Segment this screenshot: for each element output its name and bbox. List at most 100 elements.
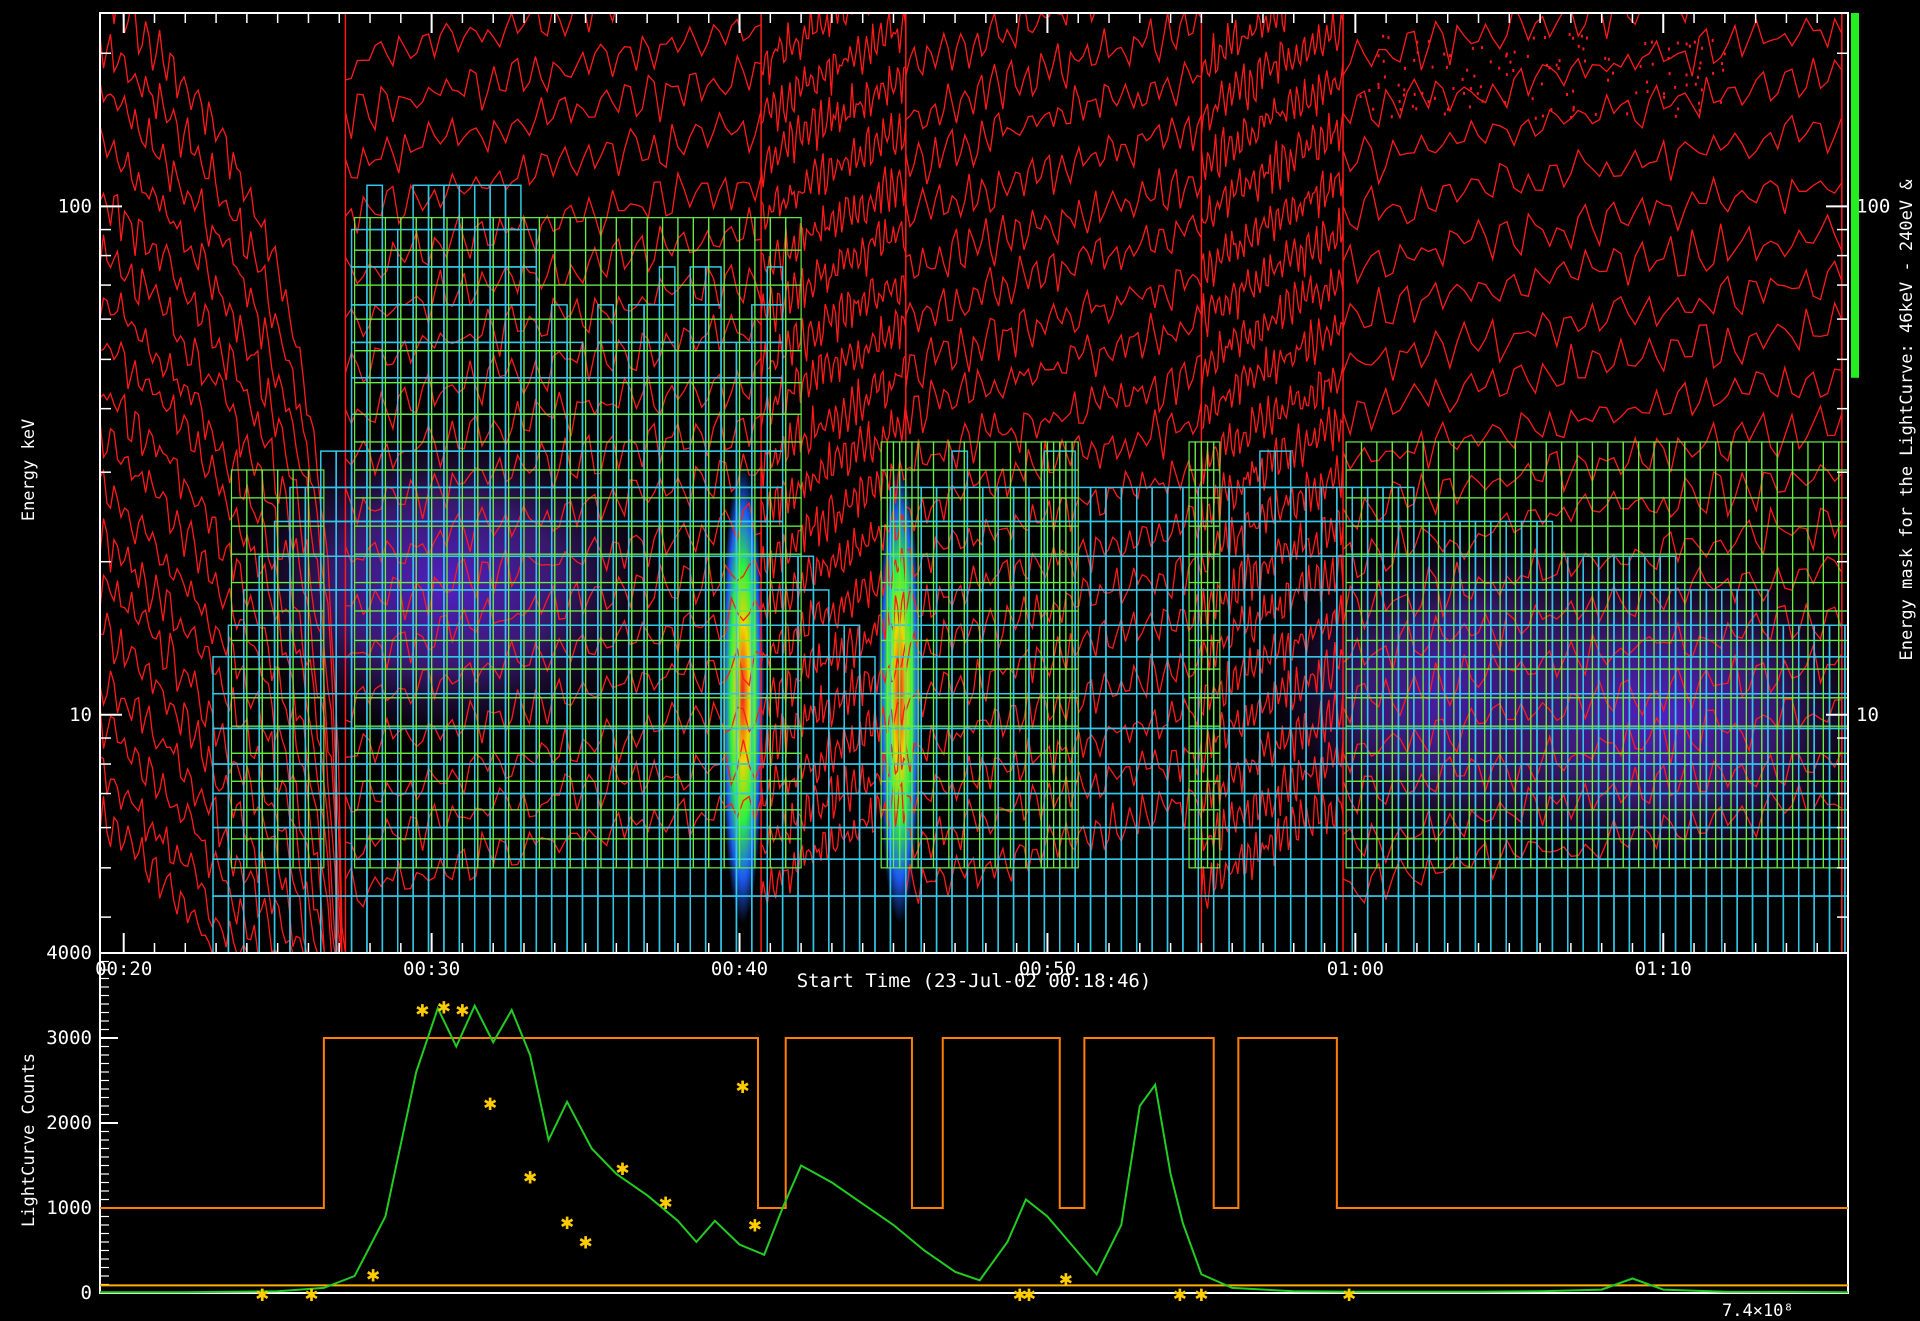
noise-speck bbox=[1688, 44, 1691, 48]
cyan-bin bbox=[597, 413, 615, 452]
cyan-bin bbox=[1721, 895, 1738, 953]
grid-cell bbox=[1591, 441, 1609, 471]
cyan-bin bbox=[1166, 727, 1184, 765]
cyan-bin bbox=[1059, 895, 1076, 953]
noise-speck bbox=[1698, 108, 1701, 112]
noise-speck bbox=[1445, 65, 1448, 69]
contour-line bbox=[1200, 110, 1344, 227]
noise-speck bbox=[1415, 107, 1418, 111]
grid-cell bbox=[646, 382, 664, 415]
noise-speck bbox=[1545, 63, 1548, 67]
cyan-bin bbox=[843, 792, 861, 829]
cyan-bin bbox=[1443, 895, 1461, 953]
grid-cell bbox=[446, 809, 464, 840]
contour-line bbox=[760, 13, 907, 132]
grid-cell bbox=[600, 284, 617, 320]
grid-cell bbox=[979, 441, 996, 471]
cyan-bin bbox=[443, 304, 461, 344]
grid-cell bbox=[431, 382, 448, 415]
grid-cell bbox=[584, 838, 602, 869]
cyan-bin bbox=[350, 763, 368, 795]
contour-line bbox=[1200, 170, 1344, 287]
cyan-bin bbox=[381, 792, 399, 829]
cyan-bin bbox=[951, 727, 969, 765]
cyan-bin bbox=[597, 792, 615, 829]
grid-cell bbox=[932, 525, 950, 555]
grid-cell bbox=[631, 413, 648, 443]
contour-line bbox=[345, 648, 762, 765]
grid-cell bbox=[1576, 441, 1594, 471]
cyan-bin bbox=[597, 727, 615, 765]
contour-line bbox=[1200, 691, 1344, 813]
grid-cell bbox=[661, 838, 679, 869]
cyan-bin bbox=[350, 895, 368, 953]
cyan-bin bbox=[227, 826, 245, 860]
cyan-bin bbox=[674, 858, 692, 897]
contour-line bbox=[100, 670, 346, 953]
grid-cell bbox=[677, 780, 694, 811]
noise-speck bbox=[1550, 108, 1553, 112]
contour-line bbox=[1200, 642, 1344, 773]
grid-cell bbox=[1059, 553, 1067, 584]
grid-cell bbox=[1684, 469, 1701, 499]
spectrogram-panel: 00:20 00:30 00:40 00:50 01:00 01:10 10 10 100 100… bbox=[19, 12, 1917, 992]
cyan-bin bbox=[858, 895, 876, 953]
cyan-bin bbox=[627, 692, 645, 730]
cyan-bin bbox=[1274, 858, 1292, 897]
cyan-bin bbox=[443, 895, 461, 953]
grid-cell bbox=[979, 780, 996, 811]
cyan-bin bbox=[243, 727, 260, 765]
grid-cell bbox=[615, 752, 633, 782]
grid-cell bbox=[692, 697, 710, 727]
cyan-bin bbox=[243, 692, 260, 730]
noise-speck bbox=[1711, 38, 1714, 42]
contour-line bbox=[1200, 13, 1287, 78]
noise-speck bbox=[1701, 46, 1704, 50]
grid-cell bbox=[631, 838, 648, 869]
grid-cell bbox=[246, 780, 263, 811]
cyan-bin bbox=[951, 486, 969, 523]
cyan-bin bbox=[643, 895, 661, 953]
cyan-bin bbox=[1382, 858, 1400, 897]
noise-speck bbox=[1443, 112, 1446, 116]
cyan-bin bbox=[1474, 895, 1492, 953]
cyan-bin bbox=[1120, 486, 1138, 523]
grid-cell bbox=[1213, 553, 1221, 584]
cyan-bin bbox=[443, 763, 461, 795]
grid-cell bbox=[932, 780, 950, 811]
grid-cell bbox=[692, 382, 710, 415]
noise-speck bbox=[1404, 66, 1407, 70]
y-tick-label-right: 10 bbox=[1856, 704, 1879, 726]
noise-speck bbox=[1498, 66, 1501, 70]
cyan-bin bbox=[766, 792, 784, 829]
grid-cell bbox=[994, 780, 1012, 811]
cyan-bin bbox=[366, 763, 384, 795]
grid-cell bbox=[477, 318, 494, 352]
x-tick-label: 01:10 bbox=[1635, 958, 1692, 980]
cyan-bin bbox=[658, 792, 676, 829]
contour-line bbox=[100, 292, 346, 953]
contour-line bbox=[100, 234, 346, 953]
cyan-bin bbox=[612, 341, 630, 379]
cyan-bin bbox=[1243, 763, 1261, 795]
cyan-bin bbox=[597, 858, 615, 897]
noise-speck bbox=[1722, 68, 1725, 72]
cyan-bin bbox=[612, 763, 630, 795]
cyan-bin bbox=[658, 858, 676, 897]
cyan-bin bbox=[1089, 727, 1107, 765]
cyan-bin bbox=[766, 266, 784, 306]
grid-cell bbox=[1391, 441, 1409, 471]
grid-cell bbox=[600, 809, 617, 840]
noise-speck bbox=[1607, 57, 1610, 61]
noise-speck bbox=[1443, 52, 1446, 56]
cyan-bin bbox=[550, 377, 568, 415]
grid-cell bbox=[1213, 697, 1221, 727]
cyan-bin bbox=[1705, 895, 1723, 953]
cyan-bin bbox=[443, 341, 461, 379]
grid-cell bbox=[963, 838, 981, 869]
grid-cell bbox=[230, 725, 248, 754]
cyan-bin bbox=[243, 826, 260, 860]
contour-line bbox=[345, 501, 762, 621]
noise-speck bbox=[1481, 99, 1484, 103]
grid-cell bbox=[948, 752, 965, 782]
